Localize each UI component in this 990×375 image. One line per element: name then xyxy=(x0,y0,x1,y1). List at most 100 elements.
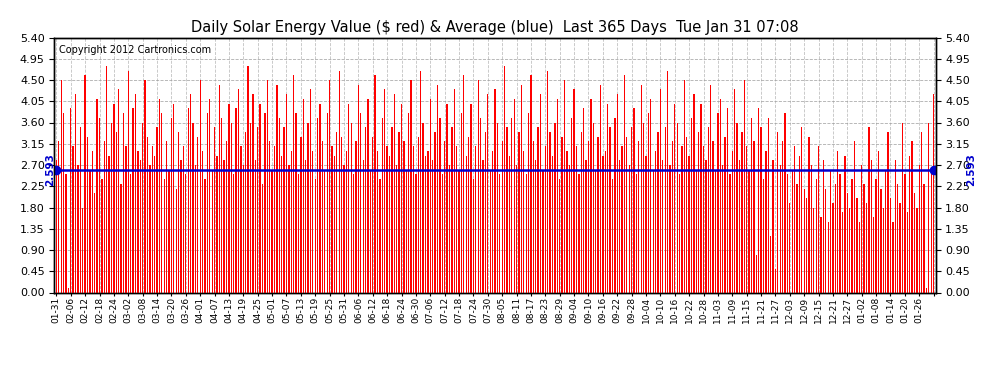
Bar xyxy=(369,170,371,292)
Bar xyxy=(451,127,452,292)
Bar xyxy=(701,104,702,292)
Bar xyxy=(916,207,918,292)
Bar xyxy=(885,170,886,292)
Bar xyxy=(887,132,889,292)
Bar xyxy=(337,132,338,292)
Bar xyxy=(317,118,319,292)
Bar xyxy=(732,151,733,292)
Bar xyxy=(878,151,879,292)
Bar xyxy=(538,127,539,292)
Bar xyxy=(67,288,69,292)
Bar xyxy=(192,123,194,292)
Bar xyxy=(406,170,407,292)
Bar xyxy=(288,165,289,292)
Bar xyxy=(840,174,841,292)
Bar xyxy=(456,146,457,292)
Bar xyxy=(842,212,843,292)
Bar xyxy=(924,184,925,292)
Bar xyxy=(485,132,486,292)
Bar xyxy=(156,127,157,292)
Bar xyxy=(460,113,462,292)
Bar xyxy=(549,132,550,292)
Bar xyxy=(794,146,795,292)
Bar xyxy=(645,156,646,292)
Bar xyxy=(72,146,74,292)
Bar xyxy=(180,160,182,292)
Bar xyxy=(241,146,242,292)
Bar xyxy=(58,141,59,292)
Bar xyxy=(161,113,162,292)
Bar xyxy=(710,85,712,292)
Bar xyxy=(398,132,400,292)
Bar xyxy=(77,165,78,292)
Bar xyxy=(784,113,786,292)
Bar xyxy=(643,123,644,292)
Bar xyxy=(765,151,766,292)
Bar xyxy=(904,174,906,292)
Bar xyxy=(652,170,653,292)
Bar xyxy=(259,104,260,292)
Bar xyxy=(782,141,783,292)
Bar xyxy=(639,141,640,292)
Bar xyxy=(357,85,359,292)
Bar xyxy=(806,198,807,292)
Bar xyxy=(688,156,690,292)
Bar xyxy=(713,141,714,292)
Bar xyxy=(92,151,93,292)
Bar xyxy=(870,160,872,292)
Bar xyxy=(55,160,57,292)
Bar xyxy=(87,136,88,292)
Bar xyxy=(236,108,237,292)
Bar xyxy=(564,80,565,292)
Bar xyxy=(614,118,616,292)
Bar xyxy=(816,179,817,292)
Bar xyxy=(391,127,393,292)
Bar xyxy=(849,207,850,292)
Bar xyxy=(725,136,726,292)
Bar xyxy=(389,156,390,292)
Bar xyxy=(60,80,61,292)
Bar xyxy=(568,165,570,292)
Bar xyxy=(183,146,184,292)
Bar xyxy=(446,104,447,292)
Bar xyxy=(154,156,155,292)
Bar xyxy=(283,127,285,292)
Bar xyxy=(425,156,426,292)
Bar xyxy=(170,118,172,292)
Bar xyxy=(900,203,901,292)
Bar xyxy=(305,160,306,292)
Bar xyxy=(671,141,673,292)
Bar xyxy=(346,151,347,292)
Bar xyxy=(506,127,508,292)
Bar xyxy=(902,123,903,292)
Bar xyxy=(511,118,513,292)
Bar xyxy=(519,132,520,292)
Bar xyxy=(341,136,343,292)
Bar xyxy=(669,165,670,292)
Bar xyxy=(352,174,354,292)
Bar xyxy=(531,75,532,292)
Bar xyxy=(631,127,633,292)
Bar xyxy=(463,75,464,292)
Bar xyxy=(509,156,510,292)
Bar xyxy=(585,160,587,292)
Bar xyxy=(823,160,824,292)
Bar xyxy=(933,94,935,292)
Bar xyxy=(367,99,368,292)
Bar xyxy=(79,127,81,292)
Bar xyxy=(339,70,340,292)
Bar xyxy=(109,156,110,292)
Bar xyxy=(566,151,567,292)
Bar xyxy=(274,146,275,292)
Bar xyxy=(448,165,450,292)
Bar xyxy=(755,255,757,292)
Bar xyxy=(760,127,761,292)
Bar xyxy=(418,136,419,292)
Bar xyxy=(612,179,613,292)
Bar xyxy=(856,198,857,292)
Bar xyxy=(750,118,752,292)
Bar xyxy=(84,75,86,292)
Bar xyxy=(868,127,869,292)
Bar xyxy=(641,85,642,292)
Bar xyxy=(307,123,309,292)
